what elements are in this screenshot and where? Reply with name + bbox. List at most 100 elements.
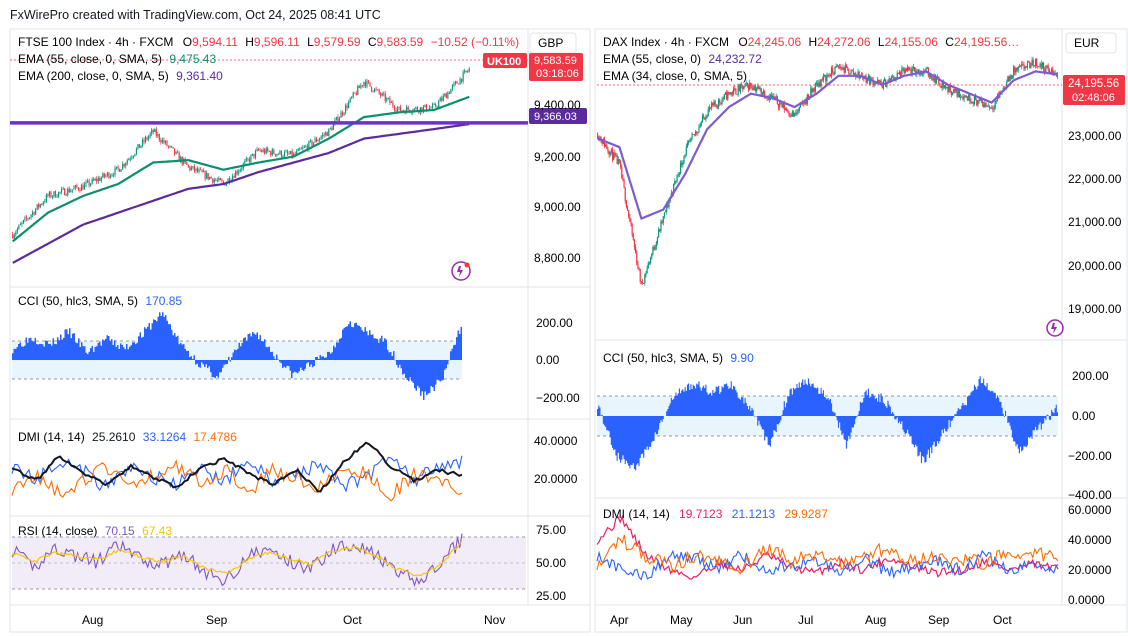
ftse-candle-body (387, 98, 389, 99)
ftse-candle-body (64, 188, 66, 196)
ftse-candle-body (384, 93, 386, 101)
dax-dmi-pane[interactable] (596, 514, 1059, 581)
dax-candle-body (940, 86, 942, 89)
ftse-candle-body (364, 81, 367, 87)
dax-month-aug: Aug (865, 613, 886, 627)
dax-dmi-v2: 21.1213 (732, 507, 776, 521)
ftse-dmi-plus: 33.1264 (143, 430, 187, 444)
dax-candle-body (762, 91, 765, 94)
ftse-candle-body (430, 107, 432, 109)
dax-candle-body (715, 104, 717, 106)
dax-dmi-line-v3 (596, 534, 1059, 575)
ftse-candle-body (152, 130, 154, 132)
dax-candle-body (651, 253, 653, 258)
dax-candle-body (638, 268, 640, 270)
ftse-candle-body (16, 228, 18, 233)
ftse-candle-body (102, 173, 104, 178)
dax-candle-body (691, 134, 693, 138)
dax-candle-body (1015, 68, 1017, 73)
dax-candle-body (805, 99, 807, 104)
ftse-candle-body (372, 90, 374, 92)
dax-candle-body (828, 75, 830, 76)
ftse-candle-body (154, 129, 156, 132)
dax-candle-body (1051, 68, 1053, 73)
ftse-candle-body (239, 169, 241, 172)
dax-candle-body (652, 247, 654, 254)
dax-candle-body (697, 132, 699, 133)
dax-candle-body (978, 100, 980, 102)
ftse-candle-body (91, 178, 93, 184)
ftse-dmi-pane[interactable] (11, 441, 463, 502)
dax-candle-body (866, 79, 868, 83)
ftse-candle-body (164, 140, 167, 143)
dax-candle-body (709, 107, 712, 109)
ftse-cci-pane[interactable] (12, 312, 462, 400)
ftse-candle-body (291, 151, 293, 157)
ftse-candle-body (424, 104, 426, 107)
ftse-candle-body (467, 71, 469, 73)
dax-candle-body (815, 83, 818, 84)
ftse-price-pane[interactable] (10, 59, 528, 264)
ftse-candle-body (195, 168, 197, 171)
ftse-candle-body (100, 177, 102, 181)
dax-candle-body (647, 262, 649, 268)
ftse-candle-body (56, 196, 58, 198)
dax-candle-body (777, 103, 780, 108)
dax-candle-body (745, 83, 747, 84)
ftse-candle-body (227, 178, 229, 183)
dax-candle-body (873, 83, 875, 86)
dax-candle-body (753, 86, 755, 91)
ftse-candle-body (71, 189, 73, 191)
ftse-candle-body (123, 163, 125, 166)
dax-candle-body (811, 88, 813, 93)
ftse-candle-body (308, 141, 310, 150)
dax-currency-box[interactable] (1065, 32, 1117, 54)
dax-candle-body (813, 88, 815, 92)
dax-candle-body (717, 99, 720, 107)
ftse-candle-body (28, 217, 31, 219)
dax-candle-body (655, 242, 657, 247)
dax-candle-body (797, 111, 799, 112)
dax-candle-body (772, 96, 774, 98)
ftse-candle-body (114, 167, 116, 176)
dax-candle-body (988, 106, 991, 108)
ftse-dmi-minus: 17.4786 (194, 430, 238, 444)
dax-candle-body (934, 74, 936, 84)
dax-candle-body (667, 204, 669, 207)
dax-tradingview-logo-icon (1046, 319, 1064, 337)
ftse-candle-body (290, 151, 292, 155)
ftse-candle-body (381, 93, 383, 96)
dax-cci-pane[interactable] (597, 376, 1058, 471)
ftse-candle-body (319, 138, 321, 141)
ftse-candle-body (279, 150, 281, 155)
dax-candle-body (686, 143, 689, 147)
ftse-rsi-pane[interactable] (11, 533, 526, 590)
ftse-candle-body (250, 155, 252, 162)
ftse-c-label: C (368, 35, 377, 49)
dax-cci-value: 9.90 (730, 351, 754, 365)
dax-candle-body (615, 155, 617, 157)
dax-dmi-tick-40: 40.0000 (1068, 533, 1112, 547)
dax-candle-body (993, 107, 995, 110)
ftse-rsi-tick-25: 25.00 (536, 589, 566, 603)
dax-candle-body (812, 88, 814, 93)
ftse-candle-body (180, 157, 182, 161)
dax-candle-body (746, 83, 749, 86)
ftse-candle-body (149, 133, 151, 137)
dax-candle-body (1022, 64, 1024, 65)
ftse-candle-body (407, 107, 409, 110)
ftse-candle-body (126, 160, 128, 164)
dax-candle-body (909, 69, 911, 71)
ftse-candle-body (325, 132, 327, 135)
ftse-candle-body (90, 183, 92, 186)
ftse-candle-body (311, 140, 313, 146)
ftse-month-sep: Sep (206, 613, 228, 627)
dax-candle-body (738, 85, 740, 92)
dax-candle-body (953, 89, 955, 93)
dax-dmi-tick-60: 60.0000 (1068, 503, 1112, 517)
dax-dmi-line-v1 (596, 514, 1059, 580)
ftse-candle-body (436, 106, 438, 108)
ftse-candle-body (35, 209, 37, 215)
dax-price-pane[interactable] (596, 56, 1062, 286)
dax-cci-tick-m200: −200.00 (1068, 449, 1112, 463)
